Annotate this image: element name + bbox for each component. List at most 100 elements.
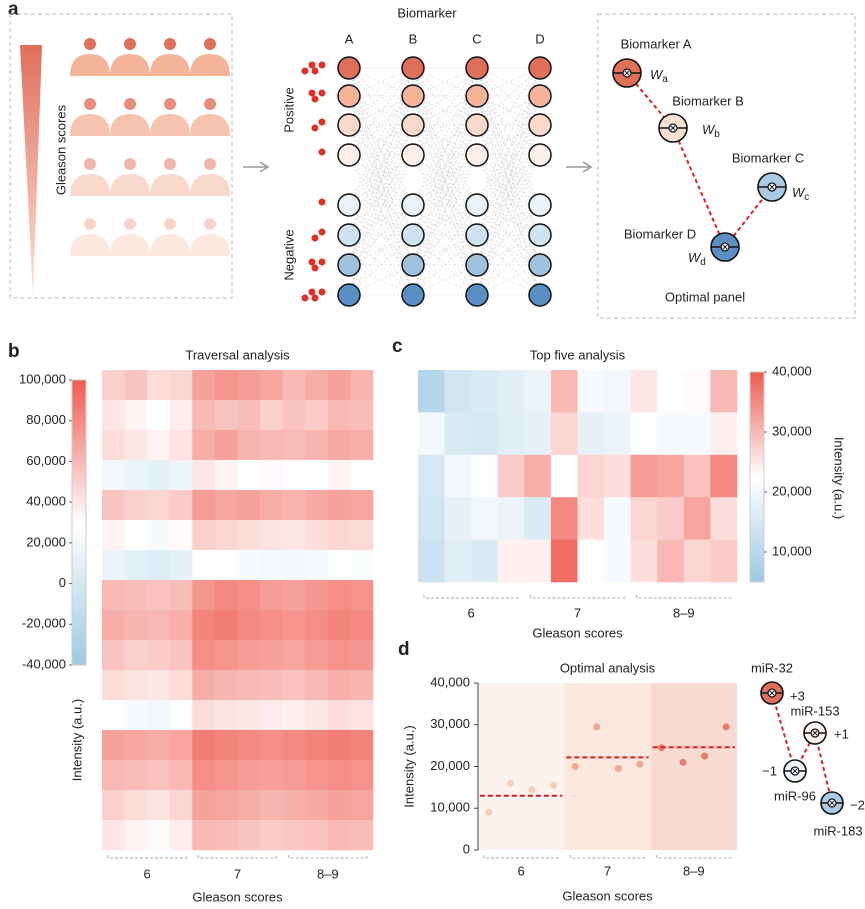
- colorbar-tick-label: 30,000: [772, 423, 812, 438]
- point: [679, 758, 687, 766]
- heatmap-cell: [237, 550, 261, 581]
- heatmap-cell: [214, 670, 238, 701]
- heatmap-cell: [282, 730, 306, 761]
- heatmap-cell: [147, 460, 171, 491]
- heatmap-cell: [260, 790, 283, 821]
- y-tick-label: 20,000: [430, 758, 470, 773]
- heatmap-cell: [214, 460, 238, 491]
- heatmap-cell: [147, 760, 171, 791]
- colorbar-tick-label: 0: [59, 575, 66, 590]
- person-body: [190, 234, 230, 256]
- column-label: B: [409, 31, 418, 46]
- heatmap-cell: [147, 580, 171, 611]
- node: [337, 56, 361, 80]
- heatmap-cell: [630, 370, 658, 413]
- node-label: miR-153: [790, 703, 839, 718]
- heatmap-cell: [282, 580, 306, 611]
- heatmap-cell: [102, 550, 125, 581]
- group-band: [564, 683, 651, 850]
- heatmap-cell: [169, 580, 193, 611]
- heatmap-cell: [497, 370, 525, 413]
- heatmap-cell: [683, 370, 711, 413]
- connection: [412, 234, 478, 296]
- connection: [348, 154, 414, 266]
- heatmap-cell: [124, 700, 148, 731]
- heatmap-cell: [710, 539, 738, 583]
- point: [593, 723, 601, 731]
- weight-label: +3: [790, 688, 805, 703]
- heatmap-cell: [577, 539, 605, 583]
- heatmap-cell: [214, 580, 238, 611]
- heatmap-cell: [192, 790, 216, 821]
- heatmap-cell: [327, 400, 351, 431]
- node-x: [792, 768, 798, 774]
- weight-label: −1: [762, 763, 777, 778]
- panel-title: Optimal panel: [665, 289, 745, 304]
- colorbar-tick-label: 40,000: [26, 494, 66, 509]
- heatmap-cell: [683, 539, 711, 583]
- weight-subscript: a: [662, 74, 668, 85]
- weight-label: Wc: [792, 185, 809, 202]
- heatmap-cell: [237, 430, 261, 461]
- connection: [412, 95, 478, 156]
- heatmap-cell: [147, 700, 171, 731]
- person-body: [150, 54, 190, 76]
- heatmap-cell: [657, 497, 685, 540]
- node: [528, 283, 552, 307]
- heatmap-cell: [102, 730, 125, 761]
- heatmap-cell: [260, 430, 283, 461]
- heatmap-cell: [327, 640, 351, 671]
- heatmap-cell: [192, 400, 216, 431]
- connection: [476, 124, 541, 206]
- heatmap-cell: [497, 497, 525, 540]
- heatmap-cell: [237, 760, 261, 791]
- heatmap-cell: [147, 730, 171, 761]
- person-head: [124, 218, 136, 230]
- weight-symbol: W: [702, 122, 716, 137]
- heatmap-cell: [147, 640, 171, 671]
- heatmap-cell: [214, 760, 238, 791]
- node: [465, 283, 489, 307]
- person-head: [164, 158, 176, 170]
- heatmap-cell: [169, 400, 193, 431]
- dot: [301, 67, 309, 75]
- heatmap-cell: [124, 820, 148, 851]
- heatmap-cell: [102, 790, 125, 821]
- connection: [476, 234, 541, 296]
- y-tick-label: 40,000: [430, 674, 470, 689]
- weight-label: +1: [834, 726, 849, 741]
- heatmap-cell: [147, 820, 171, 851]
- heatmap-cell: [471, 454, 499, 498]
- heatmap-cell: [550, 454, 578, 498]
- heatmap-cell: [657, 454, 685, 498]
- heatmap-cell: [471, 539, 499, 583]
- heatmap-cell: [497, 412, 525, 456]
- point: [614, 765, 622, 773]
- heatmap-cell: [214, 820, 238, 851]
- dot: [308, 61, 316, 69]
- colorbar-tick-label: 80,000: [26, 412, 66, 427]
- heatmap-cell: [282, 520, 306, 551]
- person-body: [190, 114, 230, 136]
- node: [401, 253, 425, 277]
- heatmap-cell: [282, 790, 306, 821]
- heatmap-cell: [192, 580, 216, 611]
- x-axis-label: Gleason scores: [532, 625, 623, 640]
- weight-symbol: W: [688, 250, 702, 265]
- person-head: [84, 98, 96, 110]
- heatmap-cell: [102, 430, 125, 461]
- dot: [318, 118, 326, 126]
- heatmap-cell: [147, 670, 171, 701]
- heatmap-cell: [124, 550, 148, 581]
- heatmap-cell: [350, 640, 374, 671]
- heatmap-cell: [260, 730, 283, 761]
- weight-label: Wd: [688, 250, 706, 267]
- dot: [308, 258, 316, 266]
- person-body: [150, 114, 190, 136]
- person-head: [204, 38, 216, 50]
- column-label: C: [472, 31, 481, 46]
- heatmap-cell: [350, 490, 374, 521]
- heatmap-cell: [124, 490, 148, 521]
- heatmap-cell: [237, 640, 261, 671]
- chart-title: Top five analysis: [530, 347, 626, 362]
